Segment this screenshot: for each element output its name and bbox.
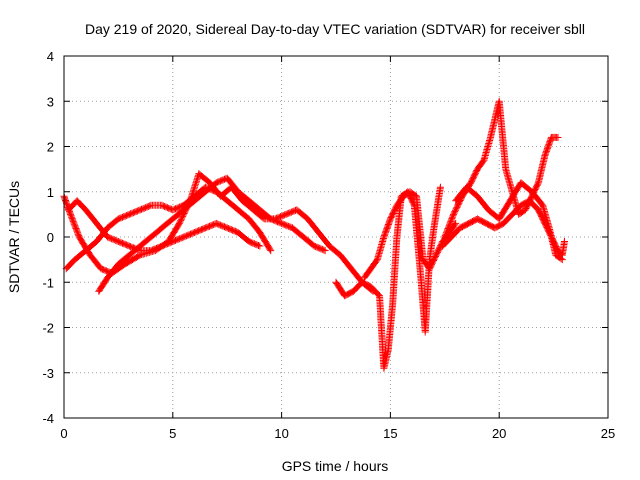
x-tick-label: 10 xyxy=(274,426,288,441)
x-tick-label: 0 xyxy=(60,426,67,441)
series-track-3 xyxy=(64,197,264,255)
y-tick-label: 0 xyxy=(47,230,54,245)
y-tick-label: -3 xyxy=(42,366,54,381)
series-markers xyxy=(452,179,566,264)
y-tick-label: 2 xyxy=(47,140,54,155)
y-tick-label: 1 xyxy=(47,185,54,200)
y-axis-label: SDTVAR / TECUs xyxy=(6,181,22,293)
x-tick-label: 25 xyxy=(601,426,615,441)
y-tick-label: -4 xyxy=(42,411,54,426)
x-axis-label: GPS time / hours xyxy=(282,458,389,474)
series-track-9 xyxy=(452,179,566,264)
y-tick-label: 4 xyxy=(47,49,54,64)
chart-title: Day 219 of 2020, Sidereal Day-to-day VTE… xyxy=(85,21,585,37)
x-tick-label: 5 xyxy=(169,426,176,441)
series-track-4 xyxy=(95,174,329,295)
series-markers xyxy=(332,183,444,372)
series-markers xyxy=(95,174,329,295)
axis-ticks: 0 5 10 15 20 25 -4 -3 -2 -1 0 1 2 3 4 xyxy=(42,49,615,441)
y-tick-label: 3 xyxy=(47,94,54,109)
series-markers xyxy=(64,197,264,255)
y-tick-label: -2 xyxy=(42,321,54,336)
y-tick-label: -1 xyxy=(42,275,54,290)
x-tick-label: 15 xyxy=(383,426,397,441)
grid xyxy=(64,56,608,418)
series-track-5 xyxy=(332,183,444,372)
data-points xyxy=(60,97,568,372)
x-tick-label: 20 xyxy=(492,426,506,441)
